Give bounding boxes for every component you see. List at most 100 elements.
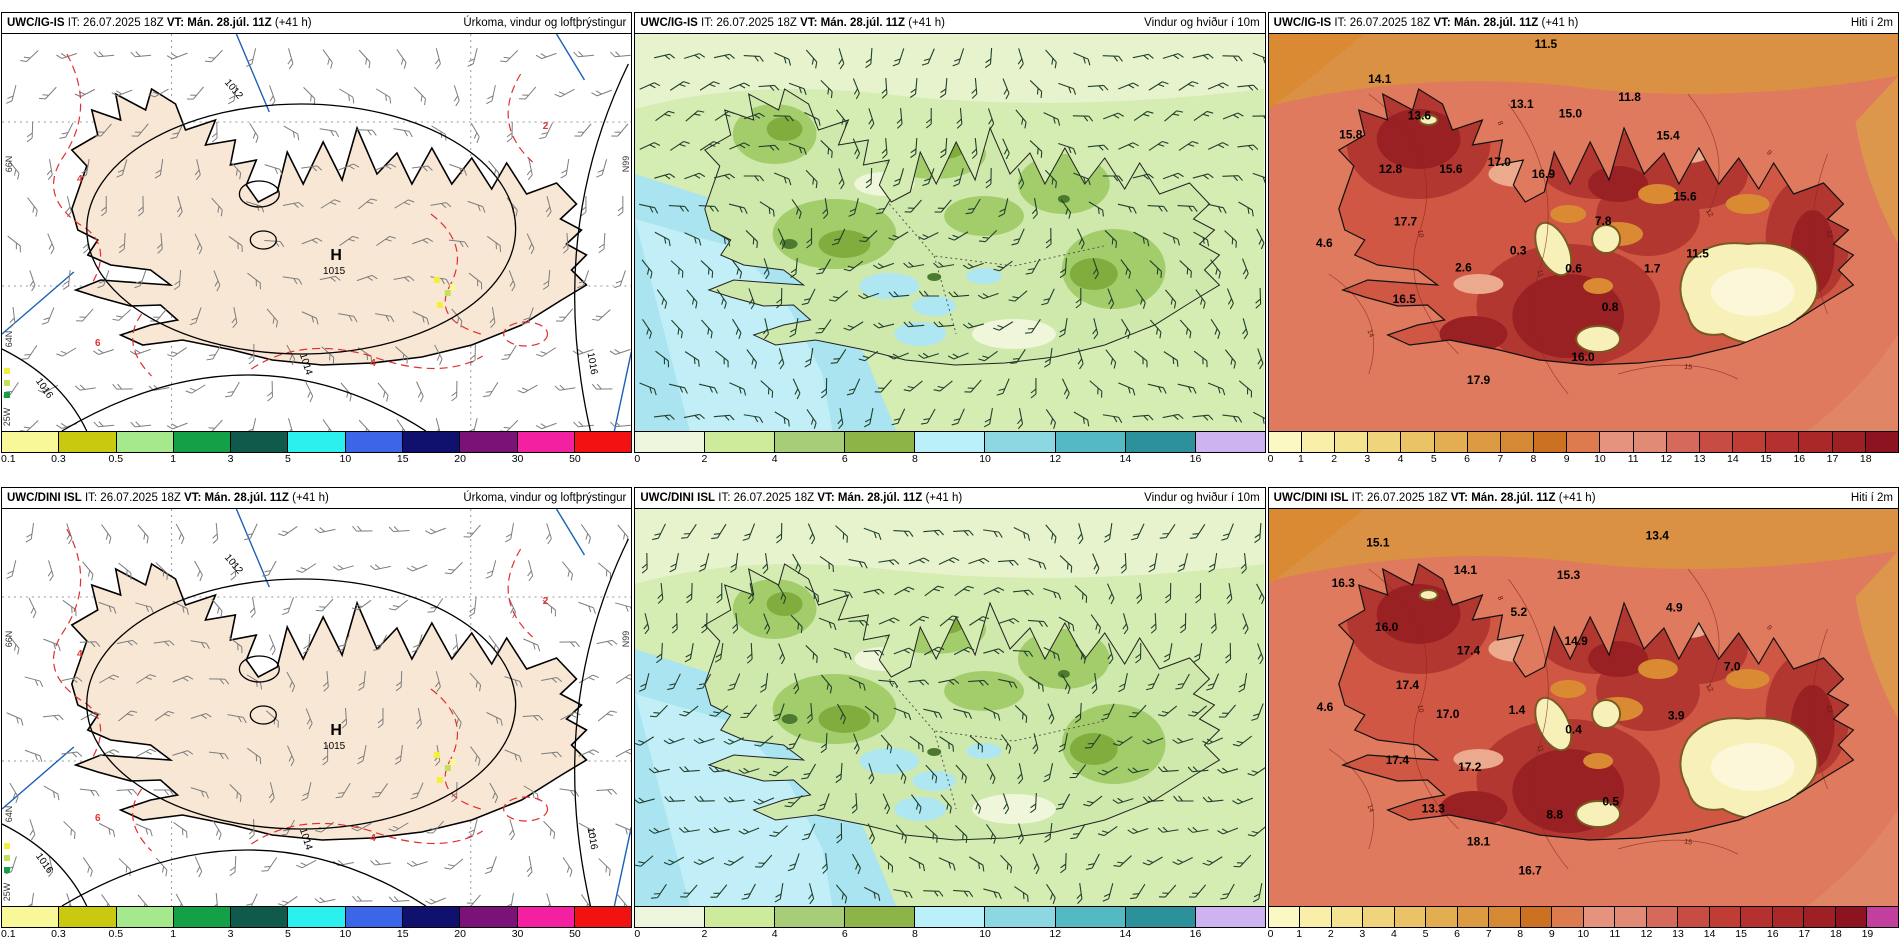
- colorbar-tick-label: 6: [1464, 453, 1470, 465]
- weather-map-temp: 10 11 12 13 14 15 8 9 15.1 13.4 14.1 15.3 16.3 4.9 5.2…: [1268, 509, 1898, 906]
- colorbar-tick-label: 15: [1735, 928, 1747, 940]
- colorbar-segment: [573, 907, 632, 927]
- colorbar-segment: [58, 907, 116, 927]
- temp-value-label: 16.9: [1531, 167, 1555, 181]
- colorbar-tick-label: 8: [1517, 928, 1524, 940]
- colorbar-tick-label: 5: [1422, 928, 1429, 940]
- valid-time-label: VT:: [1450, 492, 1468, 504]
- colorbar-tick-label: 15: [396, 453, 409, 465]
- colorbar-tick-label: 4: [771, 928, 778, 940]
- colorbar-segment: [1194, 432, 1265, 452]
- colorbar-segment: [1362, 907, 1394, 927]
- temp-value-label: 4.6: [1316, 700, 1333, 714]
- colorbar-segment: [1698, 432, 1733, 452]
- colorbar-segment: [58, 432, 116, 452]
- contour-inline-label: 11: [1535, 269, 1544, 278]
- temp-value-label: 18.1: [1467, 834, 1491, 848]
- red-contour-label: 4: [77, 649, 83, 660]
- panel-header: UWC/IG-IS IT: 26.07.2025 18Z VT: Mán. 28…: [635, 13, 1265, 34]
- contour-inline-label: 12: [1704, 208, 1714, 218]
- colorbar-tick-label: 3: [227, 453, 234, 465]
- colorbar-segment: [1614, 907, 1646, 927]
- colorbar-segment: [459, 907, 517, 927]
- colorbar-segment: [704, 432, 775, 452]
- colorbar-segment: [1268, 432, 1301, 452]
- valid-time: Mán. 28.júl. 11Z: [1471, 492, 1556, 504]
- colorbar-tick-label: 30: [511, 928, 524, 940]
- colorbar-segment: [1194, 907, 1265, 927]
- colorbar-segment: [1400, 432, 1434, 452]
- colorbar-tick-label: 1: [1296, 928, 1303, 940]
- temp-value-label: 17.2: [1458, 760, 1482, 774]
- colorbar-segment: [1831, 432, 1865, 452]
- colorbar-segment: [1330, 907, 1363, 927]
- colorbar-segment: [844, 907, 915, 927]
- temp-value-label: 15.4: [1656, 129, 1680, 143]
- colorbar-segment: [1798, 432, 1832, 452]
- panel-title: UWC/IG-IS IT: 26.07.2025 18Z VT: Mán. 28…: [640, 17, 945, 29]
- temp-value-label: 15.1: [1366, 536, 1390, 550]
- colorbar-segment: [1533, 432, 1567, 452]
- isobar-label: 1016: [585, 352, 600, 376]
- colorbar-tick-label: 17: [1798, 928, 1811, 940]
- colorbar-segment: [1425, 907, 1457, 927]
- panel-igis-wind: UWC/IG-IS IT: 26.07.2025 18Z VT: Mán. 28…: [633, 0, 1267, 475]
- init-time-label: IT:: [84, 492, 98, 504]
- lead-time: (+41 h): [925, 492, 963, 504]
- colorbar-segment: [344, 432, 403, 452]
- init-time: 26.07.2025 18Z: [1366, 492, 1448, 504]
- colorbar-segment: [1582, 907, 1615, 927]
- colorbar-segment: [2, 432, 59, 452]
- colorbar-tick-label: 8: [1530, 453, 1537, 465]
- colorbar-tick-label: 16: [1189, 453, 1202, 465]
- panel-header: UWC/DINI ISL IT: 26.07.2025 18Z VT: Mán.…: [1268, 488, 1898, 509]
- lon-label: 25W: [2, 882, 12, 901]
- temp-value-label: 16.0: [1571, 350, 1595, 364]
- valid-time: Mán. 28.júl. 11Z: [837, 492, 923, 504]
- colorbar-tick-label: 5: [285, 928, 291, 940]
- colorbar-tick-label: 6: [841, 453, 848, 465]
- colorbar-segment: [1740, 907, 1772, 927]
- colorbar: [634, 432, 1266, 453]
- colorbar-tick-label: 0: [634, 453, 641, 465]
- lead-time: (+41 h): [274, 17, 312, 29]
- model-name: UWC/IG-IS: [1273, 17, 1332, 29]
- init-time: 26.07.2025 18Z: [716, 17, 797, 29]
- isobars: [2, 538, 629, 906]
- colorbar-tick-label: 16: [1793, 453, 1806, 465]
- temp-value-label: 16.7: [1518, 864, 1542, 878]
- colorbar-tick-label: 6: [1454, 928, 1460, 940]
- temp-value-label: 8.8: [1546, 808, 1563, 822]
- colorbar-tick-label: 0.1: [1, 453, 16, 465]
- colorbar: [634, 907, 1266, 928]
- colorbar-tick-label: 18: [1859, 453, 1872, 465]
- valid-time-label: VT:: [166, 17, 185, 29]
- colorbar-labels: 0 1 2 3 4 5 6 7 8 9 10 11 12 13 14 15 16 17 18 19: [1268, 928, 1899, 942]
- red-contour-label: 4: [370, 833, 376, 844]
- init-time-label: IT:: [1351, 492, 1364, 504]
- temp-value-label: 4.6: [1316, 236, 1333, 250]
- colorbar-tick-label: 11: [1609, 928, 1621, 940]
- lat-label: 66N: [620, 631, 630, 647]
- isobar-label: 1016: [585, 827, 600, 851]
- colorbar-tick-label: 11: [1627, 453, 1639, 465]
- colorbar-segment: [1519, 907, 1552, 927]
- model-name: UWC/DINI ISL: [640, 492, 716, 504]
- panel-title: UWC/DINI ISL IT: 26.07.2025 18Z VT: Mán.…: [1274, 492, 1596, 504]
- temp-value-label: 5.2: [1510, 605, 1527, 619]
- contour-inline-label: 8: [1495, 595, 1503, 602]
- colorbar-labels: 0 2 4 6 8 10 12 14 16: [634, 453, 1265, 467]
- colorbar-segment: [774, 432, 845, 452]
- temp-contours: [1328, 568, 1828, 870]
- colorbar-tick-label: 10: [339, 928, 352, 940]
- temp-value-label: 3.9: [1668, 708, 1685, 722]
- init-time-label: IT:: [67, 17, 80, 29]
- temp-value-label: 0.4: [1565, 722, 1582, 736]
- colorbar-segment: [914, 432, 985, 452]
- colorbar-segment: [1665, 432, 1699, 452]
- colorbar: [1, 432, 633, 453]
- colorbar-tick-label: 12: [1660, 453, 1673, 465]
- red-contour-label: 4: [77, 174, 83, 185]
